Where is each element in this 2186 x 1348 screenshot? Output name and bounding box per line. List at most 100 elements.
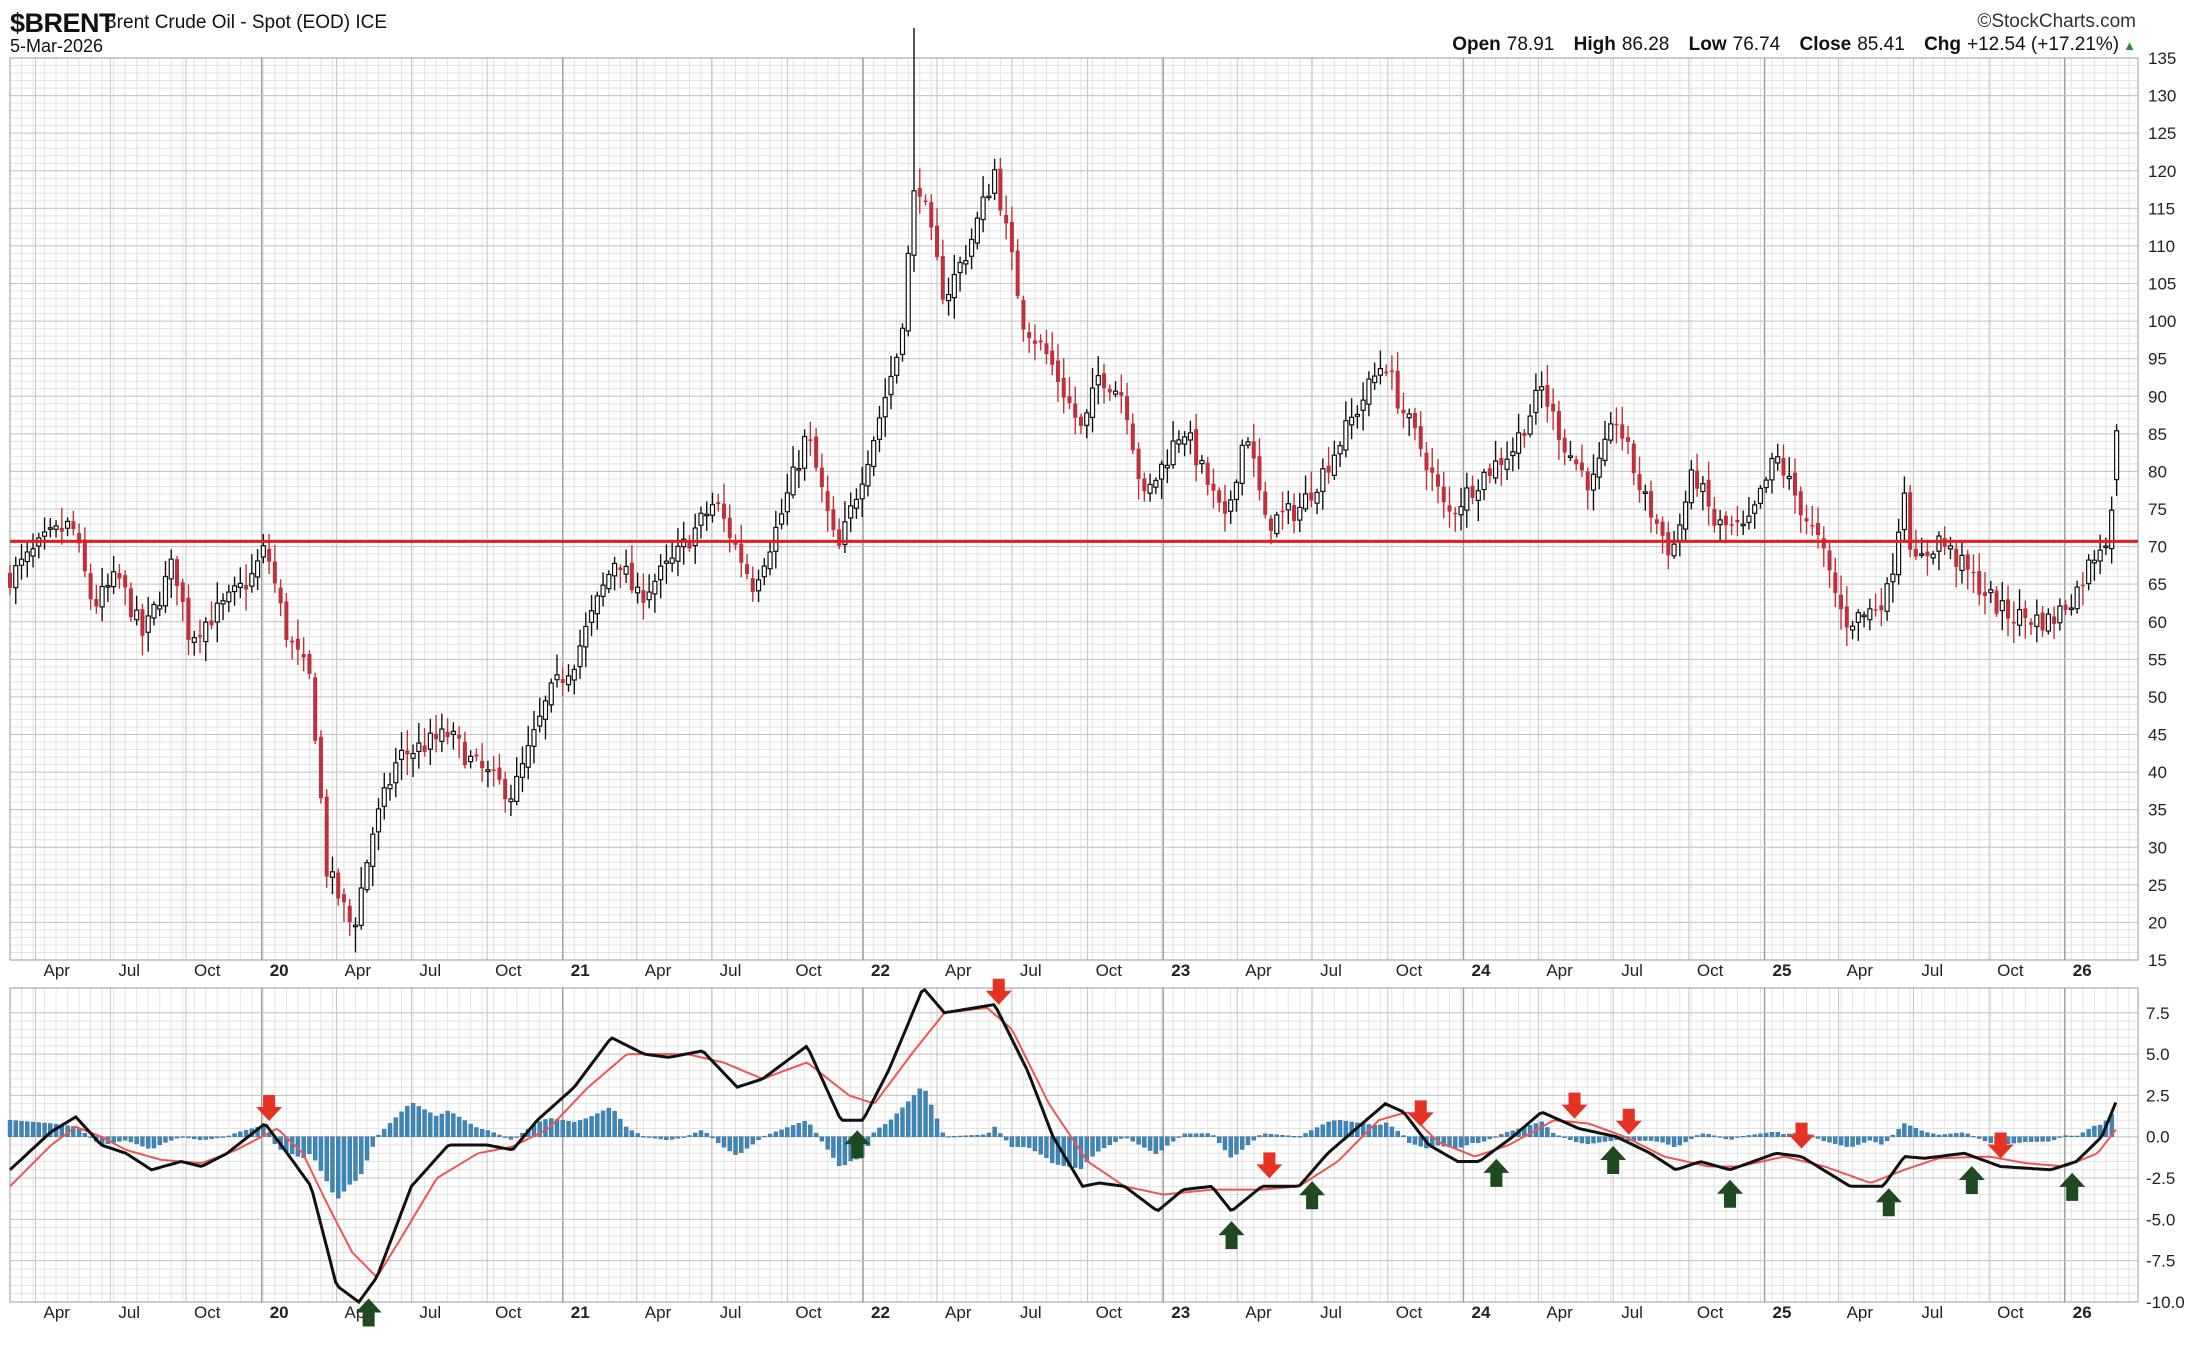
price-x-tick-label: 22 [871,961,890,980]
macd-histogram-bar [157,1136,162,1146]
macd-histogram-bar [773,1131,779,1137]
candle-body-down [940,256,945,300]
candle-body-down [59,527,64,532]
macd-histogram-bar [1562,1136,1567,1138]
macd-histogram-bar [232,1133,237,1137]
macd-histogram-bar [508,1136,514,1140]
candle-body-down [1257,456,1262,491]
candle-body-down [814,436,819,468]
candle-body-up [681,538,687,548]
price-y-tick-label: 60 [2148,613,2167,632]
macd-histogram-bar [312,1136,318,1161]
candle-body-down [1983,592,1988,597]
candle-body-down [347,905,352,923]
macd-histogram-bar [197,1136,203,1140]
candle-body-up [13,565,19,589]
macd-histogram-bar [998,1133,1003,1137]
candle-body-up [646,591,652,601]
macd-y-tick-label: 7.5 [2146,1004,2170,1023]
description-text: Brent Crude Oil - Spot (EOD) [104,12,351,33]
candle-body-down [1816,522,1821,536]
candle-body-down [341,894,346,903]
candle-body-up [111,571,117,588]
candle-body-down [1977,571,1982,595]
candle-body-up [1988,589,1994,594]
candle-body-down [1666,532,1671,556]
candle-body-down [1107,388,1112,393]
candle-body-down [174,559,179,587]
macd-histogram-bar [986,1132,992,1137]
candle-body-up [888,375,894,396]
candle-body-down [284,601,289,641]
candle-body-up [1890,573,1896,583]
candle-body-down [186,597,191,640]
macd-histogram-bar [1101,1136,1107,1149]
candle-body-up [1464,487,1470,511]
macd-histogram-bar [606,1107,612,1137]
candle-body-up [2103,545,2109,549]
macd-histogram-bar [1712,1135,1717,1137]
macd-histogram-bar [1861,1136,1867,1143]
candle-body-down [1994,590,1999,614]
macd-histogram-bar [1936,1134,1942,1137]
candle-body-up [1349,416,1355,426]
macd-histogram-bar [2069,1135,2074,1138]
candle-body-down [1125,396,1130,421]
candle-body-down [560,679,565,684]
macd-histogram-bar [1240,1136,1245,1150]
macd-histogram-bar [1879,1136,1884,1145]
candle-body-up [1775,456,1781,464]
chart-description: Brent Crude Oil - Spot (EOD) ICE [104,12,387,34]
macd-histogram-bar [82,1133,88,1137]
macd-histogram-bar [992,1126,997,1137]
macd-histogram-bar [497,1134,502,1137]
candle-body-down [1021,299,1026,330]
candle-body-up [1239,444,1245,484]
macd-histogram-bar [652,1136,658,1139]
macd-histogram-bar [900,1107,905,1137]
candle-body-up [986,195,992,199]
price-y-tick-label: 115 [2148,199,2175,218]
macd-x-tick-label: Apr [1847,1303,1874,1322]
candle-body-up [669,557,675,564]
chg-value: +12.54 (+17.21%) [1967,34,2120,55]
macd-histogram-bar [946,1136,951,1138]
candle-body-up [1164,464,1170,469]
candle-body-down [1706,479,1711,507]
macd-histogram-bar [422,1109,427,1137]
candle-body-down [198,635,203,638]
price-x-tick-label: Oct [1096,961,1123,980]
macd-histogram-bar [1573,1136,1579,1142]
macd-histogram-bar [416,1106,422,1137]
macd-histogram-bar [739,1136,744,1153]
price-y-tick-label: 125 [2148,124,2176,143]
macd-histogram-bar [658,1136,663,1140]
macd-histogram-bar [1383,1122,1389,1137]
candle-body-down [1435,474,1440,487]
macd-histogram-bar [1412,1136,1418,1145]
candle-body-down [1585,471,1590,491]
macd-x-tick-label: 24 [1471,1303,1490,1322]
candle-body-down [1839,594,1844,610]
macd-histogram-bar [1234,1136,1239,1155]
candle-body-up [1677,524,1683,542]
candle-body-down [1827,550,1832,571]
macd-histogram-bar [1274,1134,1279,1137]
up-triangle-icon: ▲ [2123,38,2136,53]
candle-body-up [945,293,952,302]
macd-histogram-bar [975,1134,980,1137]
macd-histogram-bar [203,1136,208,1140]
candle-body-up [957,261,963,274]
candle-body-up [588,610,595,623]
macd-histogram-bar [2017,1136,2022,1143]
macd-histogram-bar [456,1116,462,1137]
macd-histogram-bar [1907,1125,1913,1137]
price-y-tick-label: 65 [2148,575,2167,594]
macd-histogram-bar [929,1104,934,1137]
price-y-tick-label: 20 [2148,913,2167,932]
candle-body-up [387,784,393,790]
macd-x-tick-label: 25 [1773,1303,1792,1322]
candle-body-down [1626,437,1631,442]
macd-histogram-bar [664,1136,669,1140]
macd-histogram-bar [790,1125,796,1137]
